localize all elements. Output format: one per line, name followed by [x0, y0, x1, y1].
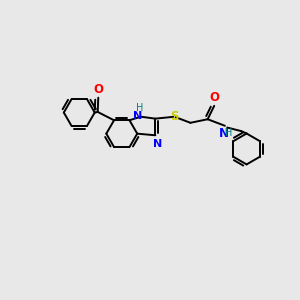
Text: N: N	[152, 140, 162, 149]
Text: S: S	[170, 110, 178, 123]
Text: O: O	[93, 83, 103, 96]
Text: H: H	[136, 103, 143, 112]
Text: N: N	[219, 127, 229, 140]
Text: H: H	[225, 128, 233, 138]
Text: O: O	[210, 91, 220, 104]
Text: N: N	[133, 110, 142, 121]
